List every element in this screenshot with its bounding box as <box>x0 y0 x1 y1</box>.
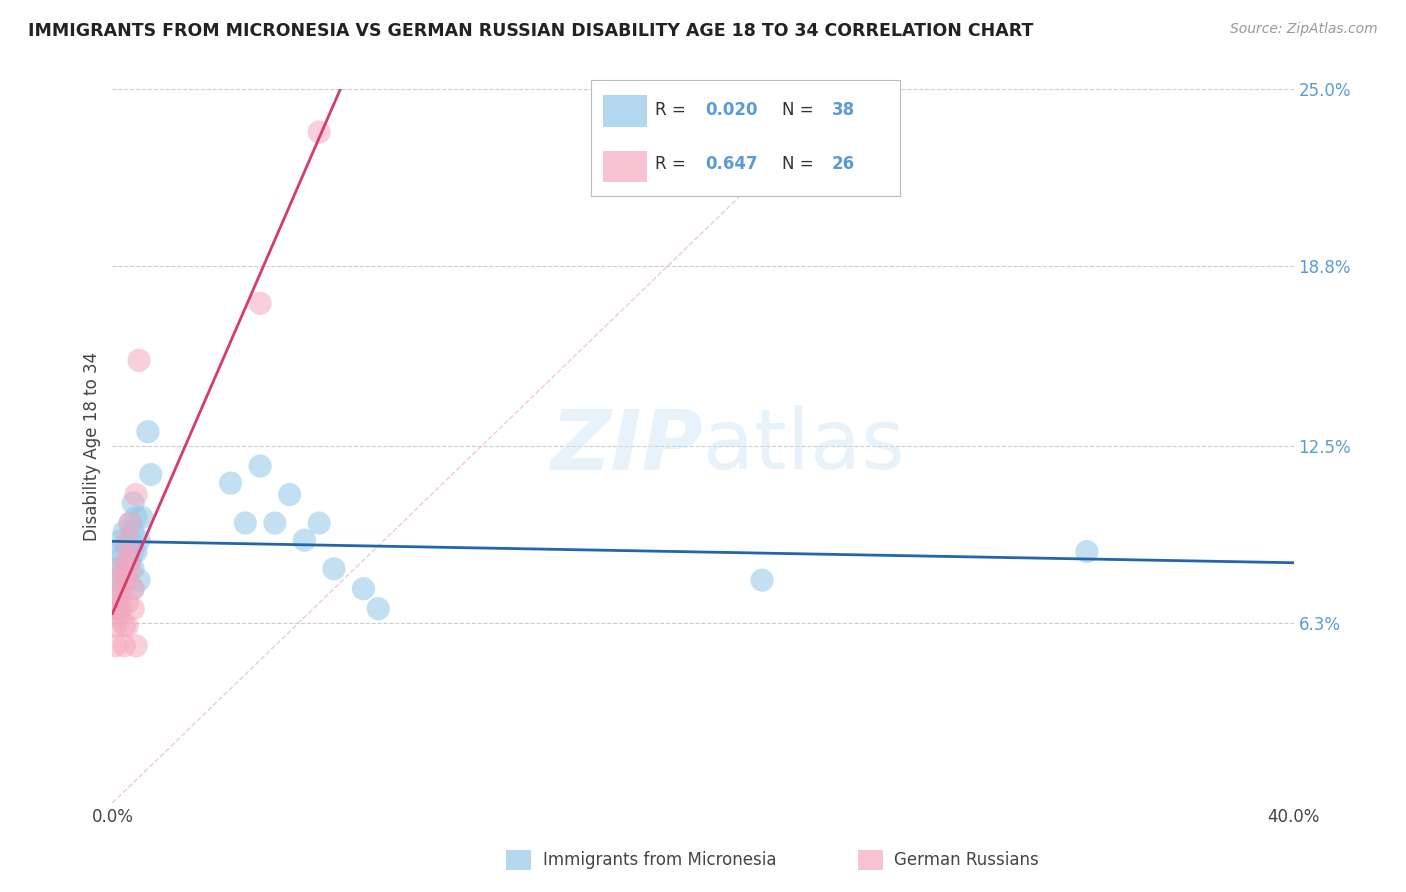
Point <box>128 573 150 587</box>
Point <box>122 562 145 576</box>
Point <box>122 524 145 539</box>
Point <box>233 516 256 530</box>
Text: R =: R = <box>655 155 692 173</box>
Point <box>117 553 138 567</box>
Point <box>136 425 159 439</box>
Point <box>112 524 135 539</box>
Point <box>120 544 142 558</box>
Point <box>107 573 129 587</box>
Point <box>120 562 142 576</box>
Text: N =: N = <box>782 102 820 120</box>
Text: 26: 26 <box>832 155 855 173</box>
Point <box>107 582 129 596</box>
Point <box>751 573 773 587</box>
Point <box>120 533 142 548</box>
Point <box>112 619 135 633</box>
Bar <box>603 95 647 127</box>
Point <box>219 476 242 491</box>
Point <box>122 582 145 596</box>
Point <box>120 516 142 530</box>
Text: ZIP: ZIP <box>550 406 703 486</box>
Point <box>292 533 315 548</box>
Text: 0.647: 0.647 <box>704 155 758 173</box>
Point <box>107 610 129 624</box>
Point <box>110 601 132 615</box>
Point <box>117 556 138 570</box>
Point <box>112 639 135 653</box>
Point <box>107 562 129 576</box>
Text: IMMIGRANTS FROM MICRONESIA VS GERMAN RUSSIAN DISABILITY AGE 18 TO 34 CORRELATION: IMMIGRANTS FROM MICRONESIA VS GERMAN RUS… <box>28 22 1033 40</box>
Point <box>117 619 138 633</box>
Text: 0.020: 0.020 <box>704 102 758 120</box>
Point <box>352 582 374 596</box>
Point <box>110 562 132 576</box>
Point <box>120 516 142 530</box>
Point <box>249 458 271 473</box>
Point <box>125 510 148 524</box>
Point <box>110 533 132 548</box>
Point <box>122 582 145 596</box>
Y-axis label: Disability Age 18 to 34: Disability Age 18 to 34 <box>83 351 101 541</box>
Point <box>139 467 162 482</box>
Point <box>122 544 145 558</box>
Text: R =: R = <box>655 102 692 120</box>
Point <box>104 619 127 633</box>
Bar <box>603 151 647 182</box>
Point <box>117 539 138 553</box>
Point <box>125 544 148 558</box>
Point <box>104 601 127 615</box>
Point <box>107 591 129 605</box>
Point <box>264 516 287 530</box>
Point <box>117 573 138 587</box>
Text: atlas: atlas <box>703 406 904 486</box>
Point <box>278 487 301 501</box>
Text: Source: ZipAtlas.com: Source: ZipAtlas.com <box>1230 22 1378 37</box>
Point <box>117 596 138 610</box>
Point <box>110 582 132 596</box>
Text: German Russians: German Russians <box>894 851 1039 869</box>
Text: 38: 38 <box>832 102 855 120</box>
Point <box>308 516 330 530</box>
Point <box>125 639 148 653</box>
Text: N =: N = <box>782 155 820 173</box>
Point <box>308 125 330 139</box>
Point <box>120 553 142 567</box>
Point <box>128 533 150 548</box>
Point <box>125 487 148 501</box>
Point <box>117 533 138 548</box>
Point <box>1076 544 1098 558</box>
Point <box>367 601 389 615</box>
Point <box>110 550 132 565</box>
Point <box>107 544 129 558</box>
Point <box>112 573 135 587</box>
Point <box>110 567 132 582</box>
Point <box>122 601 145 615</box>
Point <box>128 353 150 368</box>
Point <box>104 639 127 653</box>
Point <box>323 562 346 576</box>
Point <box>131 510 153 524</box>
Point <box>122 496 145 510</box>
Point <box>107 601 129 615</box>
Text: Immigrants from Micronesia: Immigrants from Micronesia <box>543 851 776 869</box>
Point <box>249 296 271 310</box>
